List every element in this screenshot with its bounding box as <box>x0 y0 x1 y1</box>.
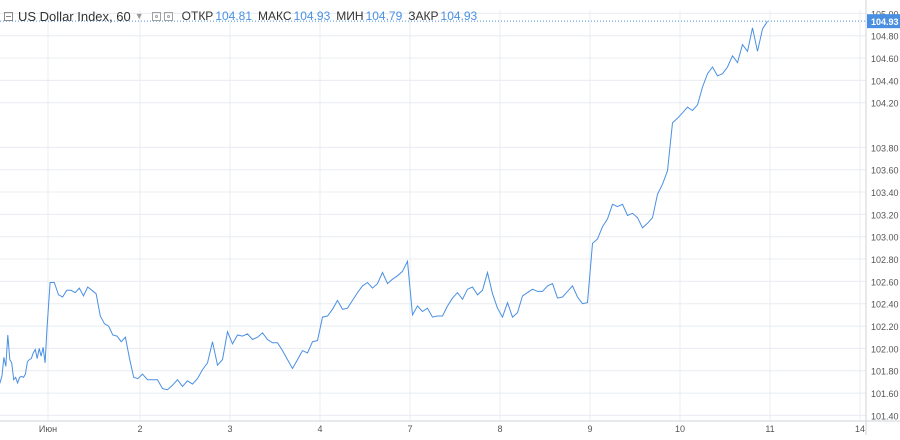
price-line <box>0 20 768 391</box>
x-tick-label: 7 <box>407 424 412 434</box>
open-label: ОТКР <box>181 9 214 23</box>
x-tick-label: 11 <box>765 424 774 434</box>
high-label: МАКС <box>258 9 292 23</box>
symbol-title[interactable]: US Dollar Index, 60 <box>18 8 131 24</box>
y-tick-label: 104.60 <box>871 54 899 64</box>
x-tick-label: 14 <box>855 424 865 434</box>
x-tick-label: 9 <box>587 424 592 434</box>
y-tick-label: 104.20 <box>871 99 899 109</box>
high-value: 104.93 <box>293 9 331 23</box>
visibility-icon[interactable] <box>163 11 173 21</box>
chart-legend: US Dollar Index, 60 ▼ ОТКР 104.81 МАКС 1… <box>4 7 477 25</box>
y-tick-label: 102.60 <box>871 277 899 287</box>
x-tick-label: 3 <box>227 424 232 434</box>
y-tick-label: 103.40 <box>871 188 899 198</box>
x-tick-label: Июн <box>39 424 57 434</box>
y-tick-label: 103.80 <box>871 143 899 153</box>
low-label: МИН <box>336 9 364 23</box>
y-tick-label: 102.00 <box>871 344 899 354</box>
x-tick-label: 2 <box>137 424 142 434</box>
y-tick-label: 102.80 <box>871 255 899 265</box>
collapse-icon[interactable] <box>4 11 13 21</box>
settings-icon[interactable] <box>151 11 161 21</box>
grid <box>0 10 866 421</box>
y-tick-label: 103.00 <box>871 233 899 243</box>
x-tick-label: 4 <box>317 424 322 434</box>
y-tick-label: 102.40 <box>871 300 899 310</box>
series <box>0 20 768 391</box>
y-tick-label: 101.80 <box>871 367 899 377</box>
x-tick-label: 10 <box>675 424 685 434</box>
y-tick-label: 102.20 <box>871 322 899 332</box>
y-tick-label: 104.80 <box>871 32 899 42</box>
low-value: 104.79 <box>365 9 403 23</box>
chevron-down-icon[interactable]: ▼ <box>134 11 144 21</box>
close-value: 104.93 <box>440 9 478 23</box>
x-tick-label: 8 <box>497 424 502 434</box>
y-tick-label: 104.40 <box>871 76 899 86</box>
price-tag-layer: 104.93 <box>0 14 900 29</box>
y-tick-label: 101.40 <box>871 411 899 421</box>
y-tick-label: 103.20 <box>871 210 899 220</box>
close-label: ЗАКР <box>408 9 439 23</box>
open-value: 104.81 <box>215 9 253 23</box>
last-price-tag <box>867 14 900 29</box>
last-price-tag-label: 104.93 <box>871 17 899 27</box>
y-tick-label: 101.60 <box>871 389 899 399</box>
y-tick-label: 103.60 <box>871 166 899 176</box>
